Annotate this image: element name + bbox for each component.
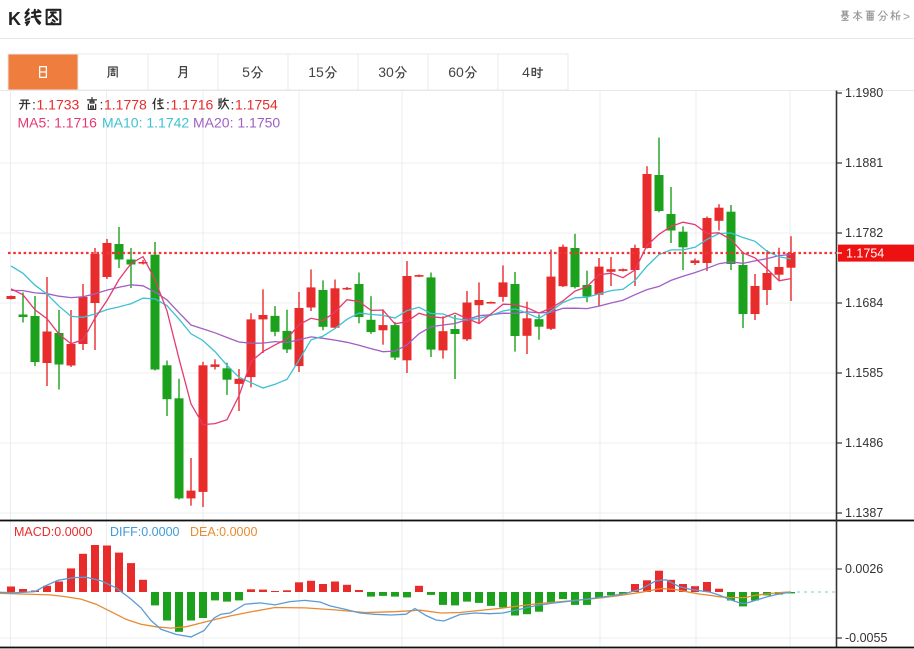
svg-text:1.1980: 1.1980: [845, 86, 883, 100]
svg-text::: :: [100, 97, 104, 113]
svg-text:1.1684: 1.1684: [845, 296, 883, 310]
svg-text:1.1782: 1.1782: [845, 226, 883, 240]
svg-text:30: 30: [378, 64, 394, 80]
svg-text::: :: [32, 97, 36, 113]
svg-text:1.1733: 1.1733: [37, 97, 80, 113]
svg-text:5: 5: [242, 64, 250, 80]
svg-text:60: 60: [448, 64, 464, 80]
svg-text::: :: [166, 97, 170, 113]
svg-text:MA10: 1.1742: MA10: 1.1742: [102, 115, 189, 131]
svg-text:1.1585: 1.1585: [845, 366, 883, 380]
svg-text:1.1387: 1.1387: [845, 506, 883, 520]
svg-text:-0.0055: -0.0055: [845, 631, 887, 645]
svg-text:>: >: [903, 10, 910, 24]
svg-text:15: 15: [308, 64, 324, 80]
svg-text:MA20: 1.1750: MA20: 1.1750: [193, 115, 280, 131]
svg-text:MACD:0.0000: MACD:0.0000: [14, 525, 93, 539]
svg-text:0.0026: 0.0026: [845, 562, 883, 576]
svg-text:1.1754: 1.1754: [235, 97, 278, 113]
svg-text:DIFF:0.0000: DIFF:0.0000: [110, 525, 180, 539]
svg-text:1.1486: 1.1486: [845, 436, 883, 450]
svg-text::: :: [231, 97, 235, 113]
svg-text:MA5: 1.1716: MA5: 1.1716: [18, 115, 98, 131]
svg-text:4: 4: [522, 64, 530, 80]
svg-text:1.1778: 1.1778: [104, 97, 147, 113]
svg-text:DEA:0.0000: DEA:0.0000: [190, 525, 257, 539]
svg-text:1.1881: 1.1881: [845, 156, 883, 170]
svg-text:1.1754: 1.1754: [846, 247, 884, 261]
svg-text:1.1716: 1.1716: [171, 97, 214, 113]
svg-text:K: K: [8, 9, 21, 29]
